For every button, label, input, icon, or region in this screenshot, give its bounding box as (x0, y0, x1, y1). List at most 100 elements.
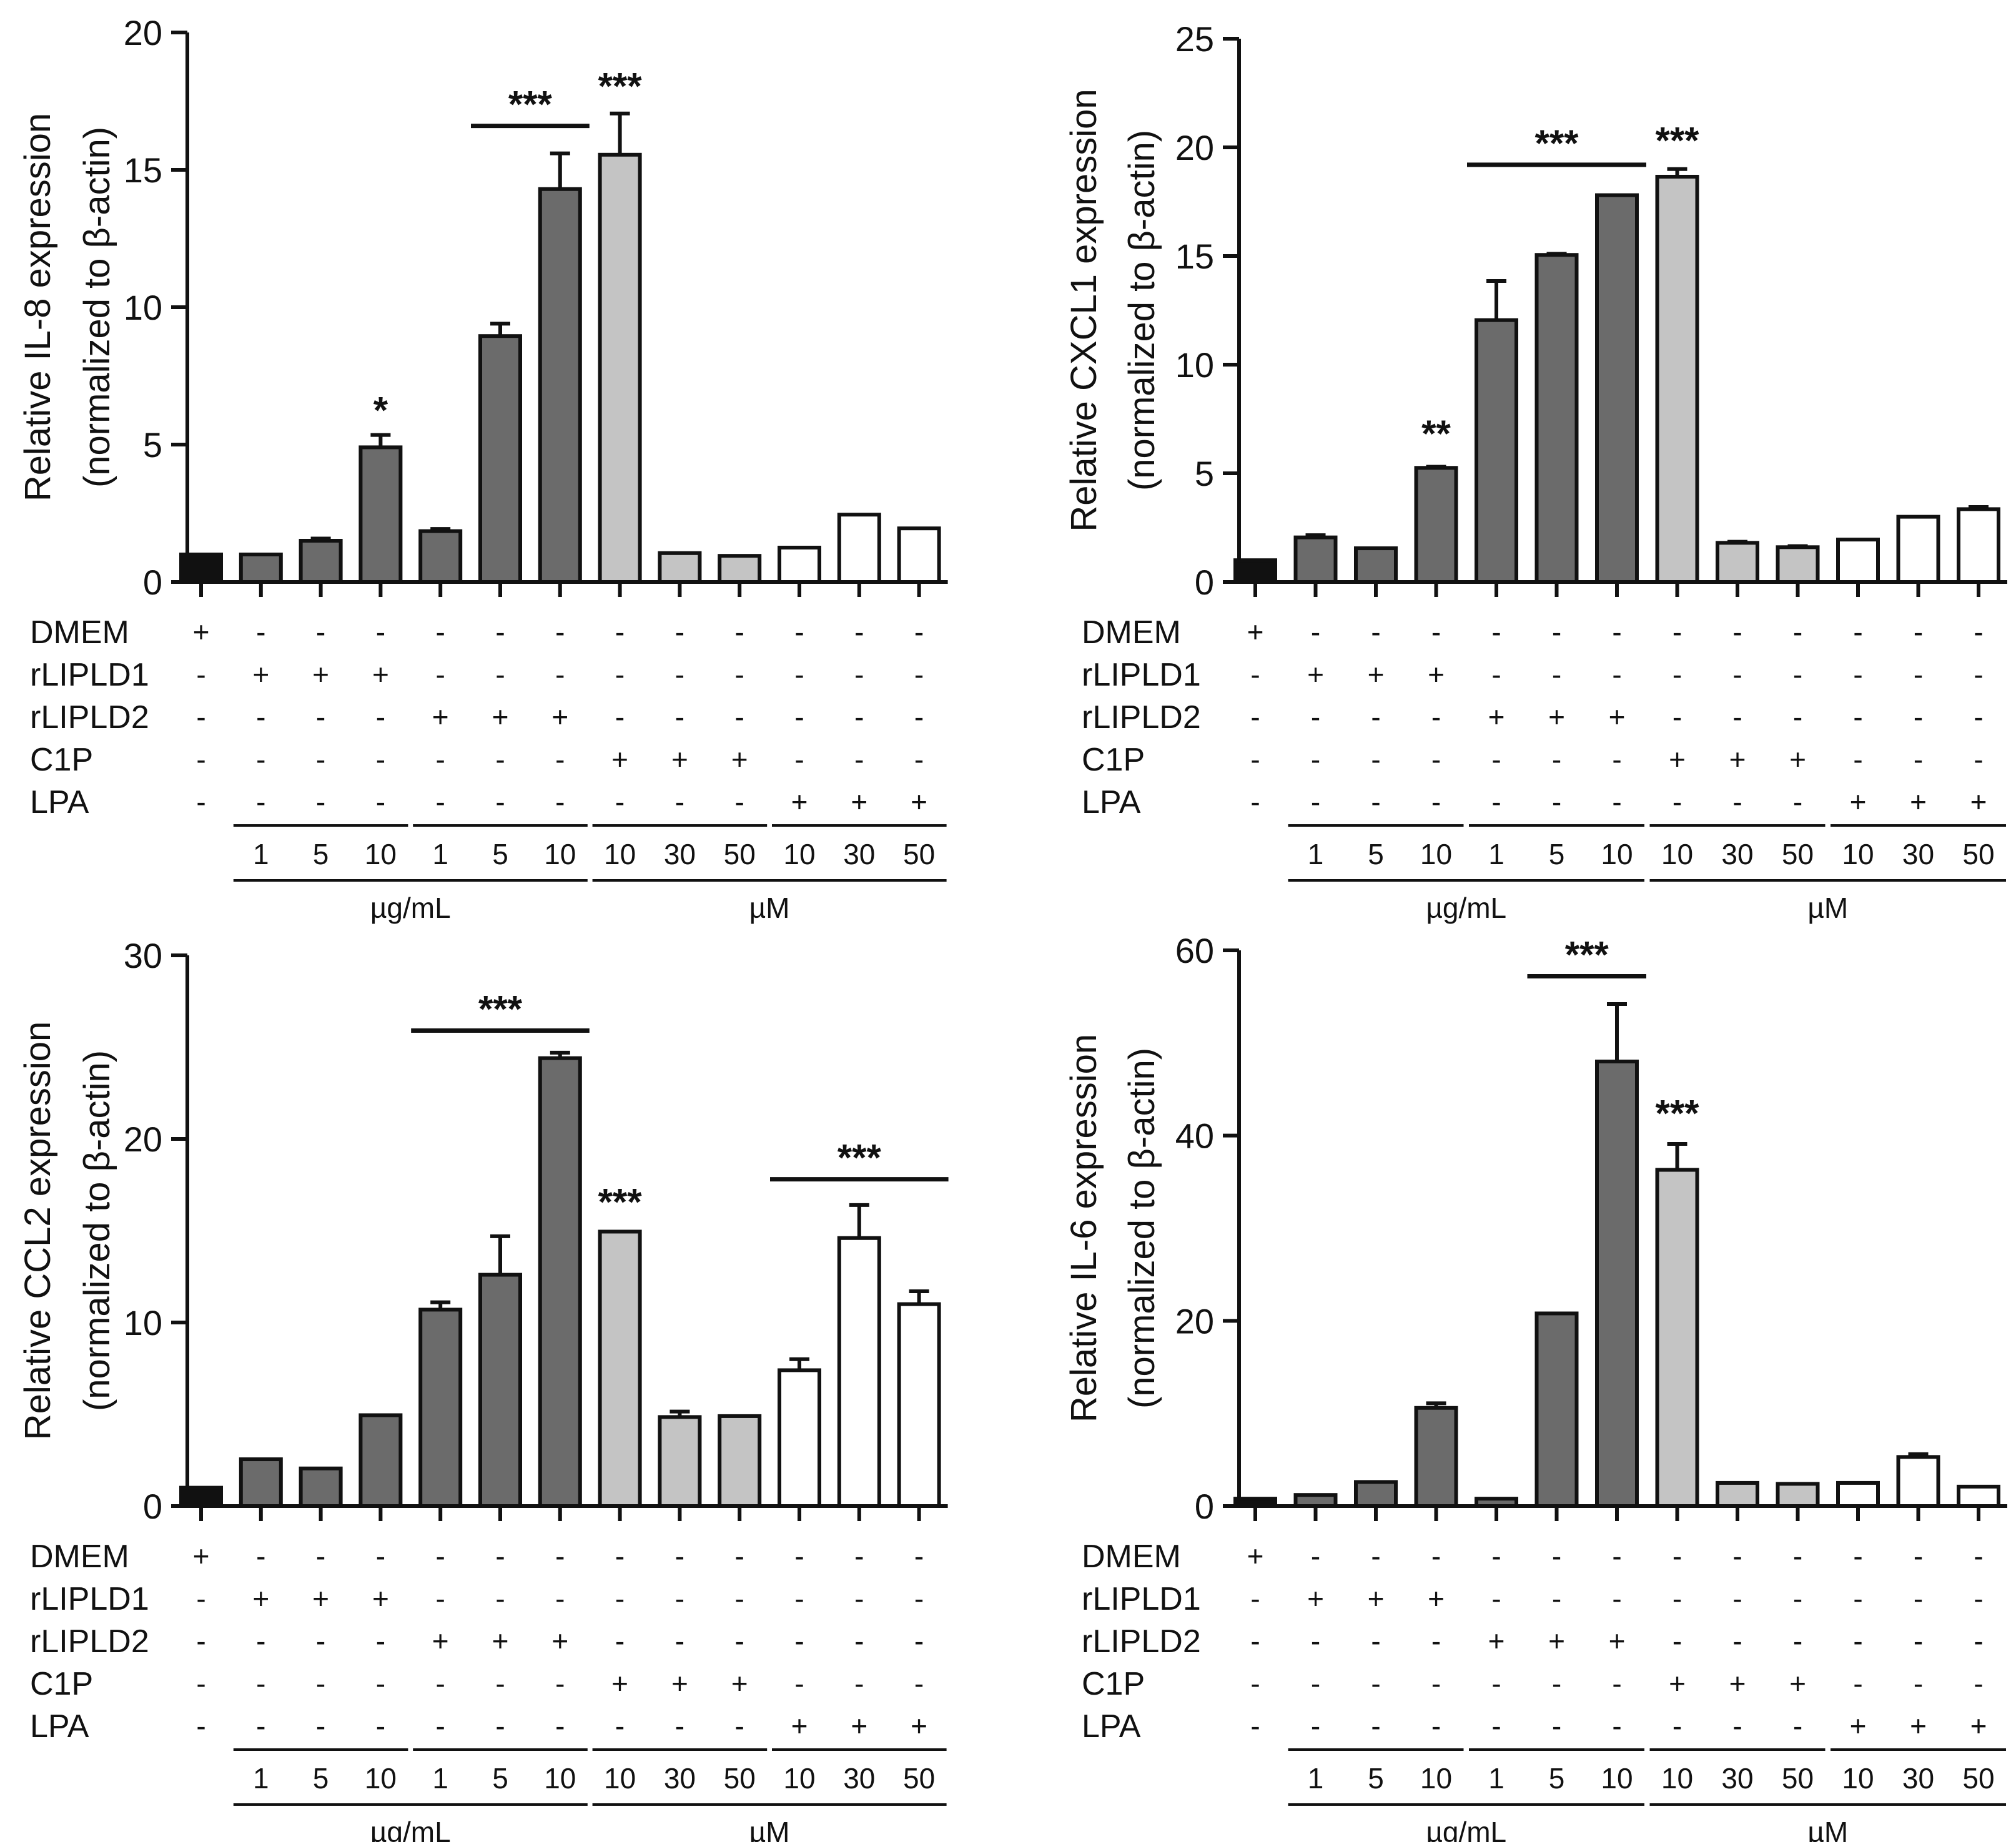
treatment-row-label: DMEM (30, 614, 129, 651)
bar (299, 1466, 343, 1508)
treatment-sign: - (1732, 786, 1742, 818)
treatment-sign: - (615, 786, 625, 818)
treatment-sign: - (555, 1540, 565, 1572)
treatment-sign: - (436, 616, 445, 648)
y-tick-label: 20 (1175, 128, 1214, 167)
y-axis-title: Relative CCL2 expression (normalized to β… (17, 1022, 117, 1441)
treatment-sign: - (1491, 658, 1501, 691)
chart-il6: Relative IL-6 expression (normalized to β… (1064, 931, 2007, 1842)
bar (598, 1229, 642, 1508)
bar (1534, 253, 1579, 584)
bar (179, 1485, 223, 1509)
significance-label: *** (478, 988, 523, 1030)
bar (478, 1273, 522, 1509)
treatment-sign: - (196, 1667, 205, 1700)
treatment-sign: - (1673, 1710, 1682, 1742)
bar (418, 1308, 463, 1508)
treatment-sign: - (436, 786, 445, 818)
y-axis-title: Relative IL-6 expression (normalized to β… (1064, 1034, 1162, 1422)
treatment-sign: - (495, 1582, 505, 1615)
treatment-sign: - (495, 1667, 505, 1700)
treatment-sign: - (1974, 701, 1983, 733)
treatment-row-label: DMEM (1082, 1539, 1181, 1575)
treatment-sign: - (1431, 1540, 1441, 1572)
unit-label: µM (1807, 1816, 1848, 1842)
bar (179, 553, 223, 584)
dose-label: 10 (544, 1762, 576, 1795)
treatment-sign: - (196, 743, 205, 776)
treatment-sign: - (1673, 1625, 1682, 1657)
treatment-sign: - (1371, 743, 1380, 776)
dose-label: 50 (724, 838, 756, 870)
treatment-sign: - (735, 658, 744, 691)
y-tick-label: 10 (1175, 345, 1214, 385)
dose-label: 5 (313, 838, 329, 870)
y-tick-label: 15 (1175, 237, 1214, 276)
treatment-sign: - (1974, 658, 1983, 691)
treatment-sign: - (1250, 1582, 1260, 1615)
dose-label: 10 (783, 838, 815, 870)
bar (1354, 1480, 1398, 1509)
treatment-sign: - (196, 786, 205, 818)
treatment-sign: - (495, 1540, 505, 1572)
treatment-sign: - (1853, 1582, 1862, 1615)
treatment-sign: + (372, 658, 389, 691)
y-tick-label: 20 (124, 1120, 162, 1159)
y-tick-label: 20 (1175, 1301, 1214, 1341)
treatment-sign: + (551, 701, 568, 733)
unit-label: µM (749, 1816, 790, 1842)
dose-label: 5 (1549, 1762, 1565, 1795)
treatment-sign: + (1910, 1710, 1927, 1742)
treatment-row-label: DMEM (30, 1539, 129, 1575)
significance-label: *** (508, 84, 553, 126)
treatment-sign: - (1371, 701, 1380, 733)
treatment-sign: - (675, 658, 684, 691)
dose-label: 1 (432, 838, 448, 870)
treatment-row-label: LPA (30, 784, 89, 820)
treatment-row-label: C1P (30, 1666, 93, 1702)
treatment-sign: - (854, 1582, 864, 1615)
treatment-sign: - (256, 1540, 265, 1572)
significance-label: *** (1655, 119, 1699, 161)
treatment-sign: - (1732, 1625, 1742, 1657)
treatment-sign: - (1732, 1710, 1742, 1742)
treatment-sign: - (1250, 743, 1260, 776)
dose-label: 30 (664, 1762, 696, 1795)
treatment-sign: - (1431, 1710, 1441, 1742)
treatment-row-label: C1P (30, 742, 93, 778)
treatment-sign: - (1250, 701, 1260, 733)
treatment-sign: - (1431, 701, 1441, 733)
bar (1957, 1484, 2000, 1509)
dose-label: 30 (1721, 838, 1753, 870)
bar (598, 152, 642, 584)
y-axis-title-line2: (normalized to β-actin) (77, 127, 117, 488)
treatment-sign: - (1793, 1582, 1802, 1615)
dose-label: 50 (903, 1762, 935, 1795)
treatment-sign: - (735, 786, 744, 818)
treatment-sign: - (794, 1540, 804, 1572)
treatment-sign: - (436, 1582, 445, 1615)
treatment-sign: + (1548, 1625, 1565, 1657)
treatment-sign: + (492, 701, 509, 733)
treatment-sign: - (1552, 658, 1561, 691)
treatment-sign: - (615, 1710, 625, 1742)
treatment-sign: - (1914, 1540, 1923, 1572)
treatment-sign: + (671, 1667, 688, 1700)
treatment-sign: - (376, 1667, 385, 1700)
treatment-sign: + (1669, 743, 1686, 776)
treatment-sign: + (671, 743, 688, 776)
treatment-sign: - (1371, 616, 1380, 648)
bar (1233, 1497, 1277, 1508)
treatment-sign: - (1491, 616, 1501, 648)
dose-label: 1 (432, 1762, 448, 1795)
treatment-sign: - (316, 1710, 325, 1742)
treatment-sign: - (1793, 701, 1802, 733)
dose-label: 50 (1962, 838, 1994, 870)
y-axis-title-line2: (normalized to β-actin) (1122, 1048, 1162, 1409)
treatment-sign: + (432, 701, 449, 733)
treatment-sign: - (854, 1625, 864, 1657)
y-tick-label: 60 (1175, 931, 1214, 970)
dose-label: 10 (604, 838, 636, 870)
treatment-sign: - (854, 1540, 864, 1572)
treatment-sign: + (551, 1625, 568, 1657)
